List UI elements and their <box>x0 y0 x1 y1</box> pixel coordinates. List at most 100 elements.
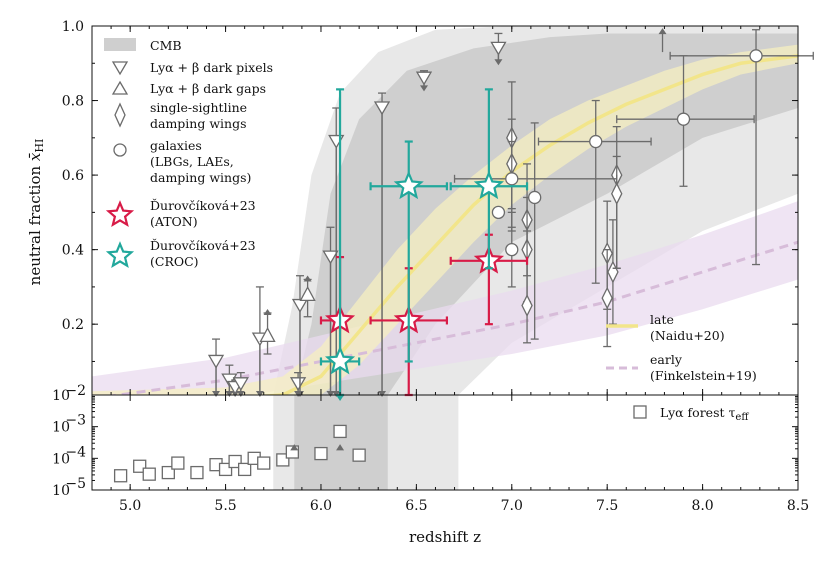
by-tick-label-2: 10 <box>52 483 70 499</box>
x-tick-label-4: 7.0 <box>501 498 523 514</box>
x-axis-label: redshift z <box>409 528 481 546</box>
data-marks <box>207 28 814 401</box>
series-0-point-3-marker <box>232 377 249 392</box>
forest-point-15 <box>333 424 347 439</box>
legend-galaxies-label-3: damping wings) <box>150 170 251 185</box>
forest-limit-1 <box>336 444 345 451</box>
series-5-point-0-marker <box>324 345 356 375</box>
series-1-point-1-marker <box>299 285 316 302</box>
y-tick-label-4: 0.8 <box>62 94 84 110</box>
legend-forest-marker <box>633 405 647 419</box>
x-tick-label-2: 6.0 <box>310 498 332 514</box>
series-0-point-4-down-arrow <box>255 391 264 397</box>
by-tick-exp-0: −3 <box>65 413 86 429</box>
x-tick-label-0: 5.0 <box>119 498 141 514</box>
x-tick-label-1: 5.5 <box>214 498 236 514</box>
y-axis-label-sub: HI <box>33 139 46 153</box>
top-panel-background <box>92 26 798 395</box>
series-5-point-2-marker <box>473 170 505 200</box>
legend-sightline-label-2: damping wings <box>150 116 247 131</box>
legend-forest-label: Lyα forest τeff <box>660 405 749 423</box>
series-0-point-0-marker <box>207 354 225 369</box>
forest-point-9 <box>237 462 252 477</box>
series-0-point-7-down-arrow <box>326 391 335 397</box>
y-tick-label-5: 1.0 <box>62 19 84 35</box>
legend-early-label-1: early <box>650 352 683 367</box>
legend: CMB Lyα + β dark pixels Lyα + β dark gap… <box>104 38 273 269</box>
legend-aton-label-1: Ďurovčíková+23 <box>150 198 256 213</box>
y-tick-label-2: 0.4 <box>62 243 84 259</box>
forest-point-16 <box>352 448 366 462</box>
x-tick-label-6: 8.0 <box>691 498 713 514</box>
legend-dark-pixels-marker <box>111 61 129 76</box>
series-3-point-2-marker <box>505 242 519 257</box>
legend-sightline-label-1: single-sightline <box>150 100 247 115</box>
series-0-point-3-down-arrow <box>236 391 245 397</box>
forest-point-4 <box>171 456 185 470</box>
forest-limit-0 <box>290 444 299 451</box>
series-0-point-9-marker <box>373 101 391 116</box>
series-3-point-3-marker <box>528 190 542 205</box>
y-tick-label-3: 0.6 <box>62 168 84 184</box>
legend-aton-label-2: (ATON) <box>150 214 198 229</box>
bottom-panel-background <box>273 395 459 490</box>
series-1-point-0-up-arrow <box>263 309 272 315</box>
legend-dark-gaps-label: Lyα + β dark gaps <box>150 81 266 96</box>
series-0-point-6-marker <box>291 298 309 313</box>
series-3-point-1-marker <box>505 172 519 186</box>
x-tick-label-3: 6.5 <box>405 498 427 514</box>
y-axis-label-main: neutral fraction <box>26 161 44 285</box>
series-5-point-1-marker <box>393 170 424 200</box>
legend-croc-label-1: Ďurovčíková+23 <box>150 238 256 253</box>
series-5-point-0-down-arrow <box>336 395 345 401</box>
series-0-point-10-down-arrow <box>420 85 429 92</box>
forest-marks <box>113 424 366 483</box>
series-0-point-1-down-arrow <box>225 391 234 397</box>
legend-late-label-1: late <box>650 312 674 327</box>
legend-aton-marker <box>105 200 135 228</box>
late-model-band <box>92 44 798 395</box>
legend-sightline-marker <box>114 102 126 128</box>
legend-croc-label-2: (CROC) <box>150 254 199 269</box>
legend-croc-marker <box>105 241 135 269</box>
x-tick-label-5: 7.5 <box>596 498 618 514</box>
forest-point-0 <box>113 469 128 483</box>
series-0-point-10-marker <box>415 71 433 86</box>
legend-galaxies-label-2: (LBGs, LAEs, <box>150 154 234 169</box>
series-1-point-0-marker <box>259 326 276 343</box>
series-2-point-9-marker <box>611 182 623 206</box>
by-tick-label-0: 10 <box>52 420 70 436</box>
y-axis-label: neutral fraction x̄HI <box>26 139 46 286</box>
x-tick-label-7: 8.5 <box>787 498 809 514</box>
y-tick-label-1: 0.2 <box>62 317 84 333</box>
series-3-point-4-marker <box>589 134 603 149</box>
forest-point-2 <box>142 467 156 481</box>
series-0-point-5-marker <box>289 377 307 392</box>
legend-dark-gaps-marker <box>111 80 129 95</box>
by-tick-label-1: 10 <box>52 451 70 467</box>
series-0-point-7-marker <box>322 250 339 265</box>
legend-cmb-label: CMB <box>150 38 182 53</box>
forest-point-11 <box>257 456 271 470</box>
legend-galaxies-label-1: galaxies <box>150 138 202 153</box>
legend-galaxies-marker <box>113 143 127 157</box>
series-3-point-5-marker <box>676 112 691 126</box>
series-0-point-11-down-arrow <box>494 59 503 66</box>
axis-ticks: 5.0 5.5 6.0 6.5 7.0 7.5 8.0 8.510−20.20.40.60.8… <box>52 19 809 514</box>
series-3-point-7-up-arrow <box>658 28 667 35</box>
bottom-panel-frame <box>91 394 799 491</box>
forest-point-14 <box>314 446 328 461</box>
series-0-point-11-marker <box>490 41 507 56</box>
series-0-point-0-down-arrow <box>212 391 221 397</box>
cmb-inner-band <box>294 395 388 490</box>
series-2-point-7-marker <box>601 286 613 310</box>
series-2-point-4-marker <box>521 294 533 317</box>
series-1-point-1-up-arrow <box>303 275 312 282</box>
by-tick-exp-2: −5 <box>65 476 86 492</box>
y-tick-label-0: 10 <box>52 388 70 404</box>
y-tick-exp-0: −2 <box>65 383 86 399</box>
forest-point-5 <box>190 465 204 480</box>
early-model-band <box>92 201 798 395</box>
model-legend: late (Naidu+20) early (Finkelstein+19) <box>606 312 757 383</box>
